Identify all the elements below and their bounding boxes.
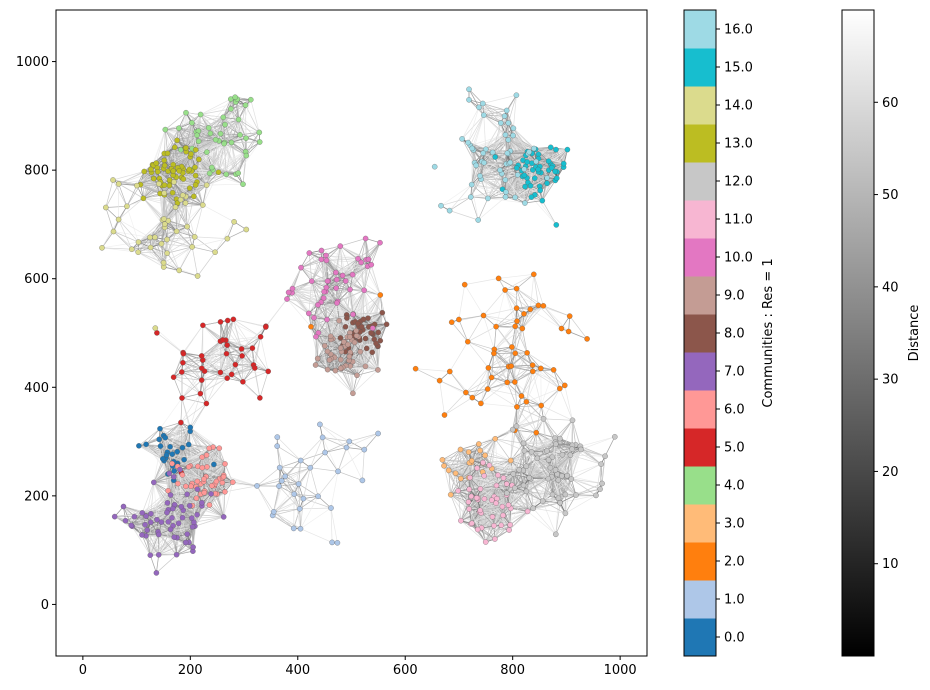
edge <box>273 508 300 513</box>
edge <box>293 494 301 529</box>
edge <box>330 507 338 543</box>
edge <box>346 433 379 448</box>
edge <box>277 445 301 461</box>
edge <box>324 441 350 453</box>
edge <box>181 397 191 428</box>
edge <box>317 496 332 509</box>
edge <box>231 141 260 143</box>
edge <box>190 427 220 449</box>
edge <box>325 447 347 453</box>
edge <box>322 437 347 448</box>
edge <box>245 105 247 139</box>
edge <box>293 467 311 495</box>
edge <box>272 515 294 529</box>
edge <box>300 437 323 461</box>
edge <box>279 467 299 485</box>
edge <box>310 452 326 468</box>
edge <box>364 433 379 450</box>
edge <box>180 422 190 445</box>
edge <box>319 424 347 448</box>
edge <box>189 431 210 449</box>
edge <box>310 467 339 472</box>
edge <box>190 427 210 449</box>
edge <box>309 437 323 468</box>
edge <box>189 393 201 428</box>
edge <box>176 422 182 452</box>
edge <box>300 496 319 529</box>
edge <box>298 483 319 497</box>
edge <box>317 471 339 497</box>
edge <box>273 493 295 513</box>
edge <box>300 528 333 543</box>
edge <box>349 441 365 450</box>
edge <box>300 498 304 529</box>
edge <box>256 485 275 512</box>
edge <box>346 447 365 450</box>
edge <box>256 485 274 516</box>
edge <box>273 498 304 513</box>
edge <box>362 449 365 481</box>
edge <box>284 460 301 477</box>
edge <box>324 452 339 472</box>
edge <box>159 397 183 429</box>
edge <box>278 485 300 510</box>
edge <box>190 403 207 428</box>
edge <box>300 507 332 529</box>
edge <box>159 428 183 448</box>
edge <box>272 498 304 516</box>
edge <box>165 437 189 445</box>
edge <box>337 449 365 472</box>
edge <box>319 424 350 442</box>
edge <box>165 437 183 449</box>
edge <box>322 437 339 472</box>
edge <box>330 507 333 543</box>
edge <box>273 511 301 529</box>
edge <box>322 437 350 442</box>
edge <box>277 436 301 461</box>
edge <box>278 467 281 487</box>
edge <box>166 422 182 456</box>
edge <box>303 498 332 509</box>
edge <box>190 427 214 448</box>
edge <box>349 433 379 442</box>
edge <box>138 445 167 456</box>
edge <box>299 508 301 529</box>
edge <box>138 428 161 447</box>
edge <box>159 422 181 430</box>
edge <box>153 446 161 483</box>
edge <box>273 483 299 513</box>
edge <box>299 507 332 510</box>
edge <box>346 447 363 481</box>
edge <box>337 471 363 481</box>
edge <box>272 515 301 530</box>
edge <box>330 471 339 509</box>
edge <box>300 452 326 461</box>
edge <box>180 422 183 448</box>
edge <box>138 445 168 453</box>
edge <box>279 460 301 468</box>
